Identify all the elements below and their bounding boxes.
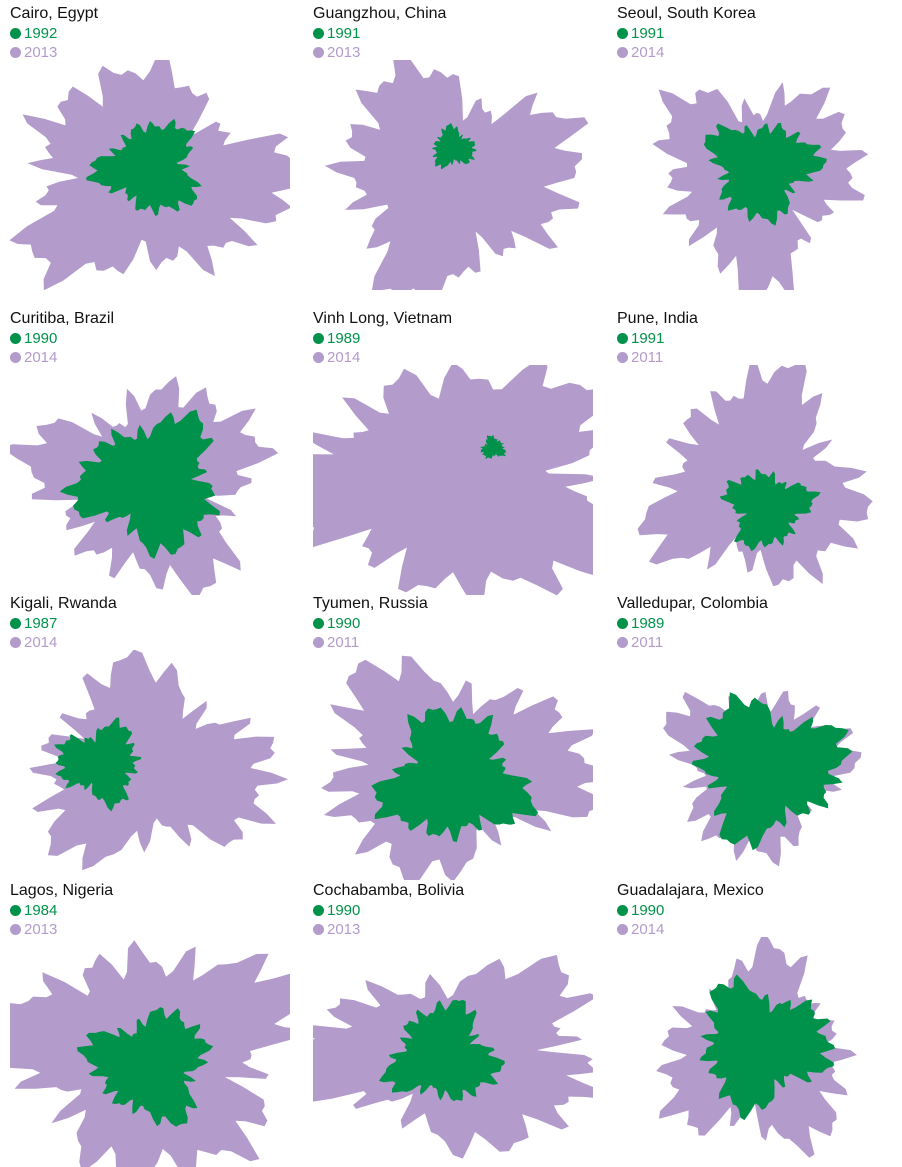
earlier-extent bbox=[77, 1007, 214, 1127]
city-panel: Guangzhou, China 1991 2013 bbox=[313, 5, 603, 290]
year-before: 1989 bbox=[617, 615, 664, 632]
earlier-extent bbox=[480, 434, 506, 459]
city-map bbox=[10, 60, 290, 290]
earlier-extent bbox=[691, 692, 853, 851]
year-after: 2013 bbox=[10, 44, 57, 61]
city-map bbox=[637, 365, 873, 587]
year-after: 2011 bbox=[617, 634, 663, 651]
year-before: 1990 bbox=[10, 330, 57, 347]
later-extent bbox=[637, 365, 873, 587]
year-after: 2014 bbox=[10, 349, 57, 366]
city-title: Curitiba, Brazil bbox=[10, 310, 115, 327]
year-before: 1990 bbox=[313, 902, 360, 919]
year-before: 1991 bbox=[617, 330, 664, 347]
city-title: Valledupar, Colombia bbox=[617, 595, 768, 612]
year-before: 1984 bbox=[10, 902, 57, 919]
city-panel: Pune, India 1991 2011 bbox=[617, 310, 902, 595]
city-panel: Curitiba, Brazil 1990 2014 bbox=[10, 310, 300, 595]
city-panel: Kigali, Rwanda 1987 2014 bbox=[10, 595, 300, 880]
year-before: 1992 bbox=[10, 25, 57, 42]
year-after: 2013 bbox=[10, 921, 57, 938]
city-map bbox=[313, 365, 593, 595]
city-title: Seoul, South Korea bbox=[617, 5, 756, 22]
year-after: 2011 bbox=[313, 634, 359, 651]
city-panel: Cochabamba, Bolivia 1990 2013 bbox=[313, 882, 603, 1167]
city-title: Tyumen, Russia bbox=[313, 595, 428, 612]
city-map bbox=[10, 940, 290, 1167]
city-map bbox=[10, 376, 279, 595]
earlier-extent bbox=[699, 974, 836, 1121]
year-before: 1989 bbox=[313, 330, 360, 347]
year-after: 2013 bbox=[313, 921, 360, 938]
year-before: 1991 bbox=[617, 25, 664, 42]
city-map bbox=[324, 60, 589, 290]
city-panel: Guadalajara, Mexico 1990 2014 bbox=[617, 882, 902, 1167]
city-panel: Tyumen, Russia 1990 2011 bbox=[313, 595, 603, 880]
earlier-extent bbox=[719, 469, 821, 552]
earlier-extent bbox=[703, 122, 827, 226]
city-map bbox=[656, 937, 857, 1158]
year-after: 2011 bbox=[617, 349, 663, 366]
city-title: Cairo, Egypt bbox=[10, 5, 99, 22]
city-title: Pune, India bbox=[617, 310, 698, 327]
year-before: 1990 bbox=[313, 615, 360, 632]
city-map bbox=[321, 655, 593, 880]
city-map bbox=[29, 650, 289, 871]
city-title: Lagos, Nigeria bbox=[10, 882, 114, 899]
city-map bbox=[313, 955, 593, 1159]
city-panel: Valledupar, Colombia 1989 2011 bbox=[617, 595, 902, 880]
city-title: Cochabamba, Bolivia bbox=[313, 882, 465, 899]
city-panel: Vinh Long, Vietnam 1989 2014 bbox=[313, 310, 603, 595]
earlier-extent bbox=[86, 118, 202, 217]
earlier-extent bbox=[379, 999, 505, 1102]
city-map bbox=[652, 82, 869, 290]
year-after: 2014 bbox=[617, 921, 664, 938]
earlier-extent bbox=[432, 123, 477, 170]
year-after: 2014 bbox=[313, 349, 360, 366]
city-title: Guadalajara, Mexico bbox=[617, 882, 764, 899]
city-title: Guangzhou, China bbox=[313, 5, 447, 22]
city-panel: Cairo, Egypt 1992 2013 bbox=[10, 5, 300, 290]
later-extent bbox=[324, 60, 589, 290]
year-before: 1987 bbox=[10, 615, 57, 632]
city-title: Kigali, Rwanda bbox=[10, 595, 117, 612]
earlier-extent bbox=[59, 409, 220, 559]
year-before: 1991 bbox=[313, 25, 360, 42]
earlier-extent bbox=[371, 707, 539, 843]
later-extent bbox=[313, 365, 593, 595]
year-before: 1990 bbox=[617, 902, 664, 919]
city-map bbox=[663, 690, 862, 867]
city-title: Vinh Long, Vietnam bbox=[313, 310, 453, 327]
year-after: 2013 bbox=[313, 44, 360, 61]
year-after: 2014 bbox=[617, 44, 664, 61]
year-after: 2014 bbox=[10, 634, 57, 651]
city-panel: Lagos, Nigeria 1984 2013 bbox=[10, 882, 300, 1167]
earlier-extent bbox=[54, 717, 142, 812]
city-panel: Seoul, South Korea 1991 2014 bbox=[617, 5, 902, 290]
later-extent bbox=[29, 650, 289, 871]
